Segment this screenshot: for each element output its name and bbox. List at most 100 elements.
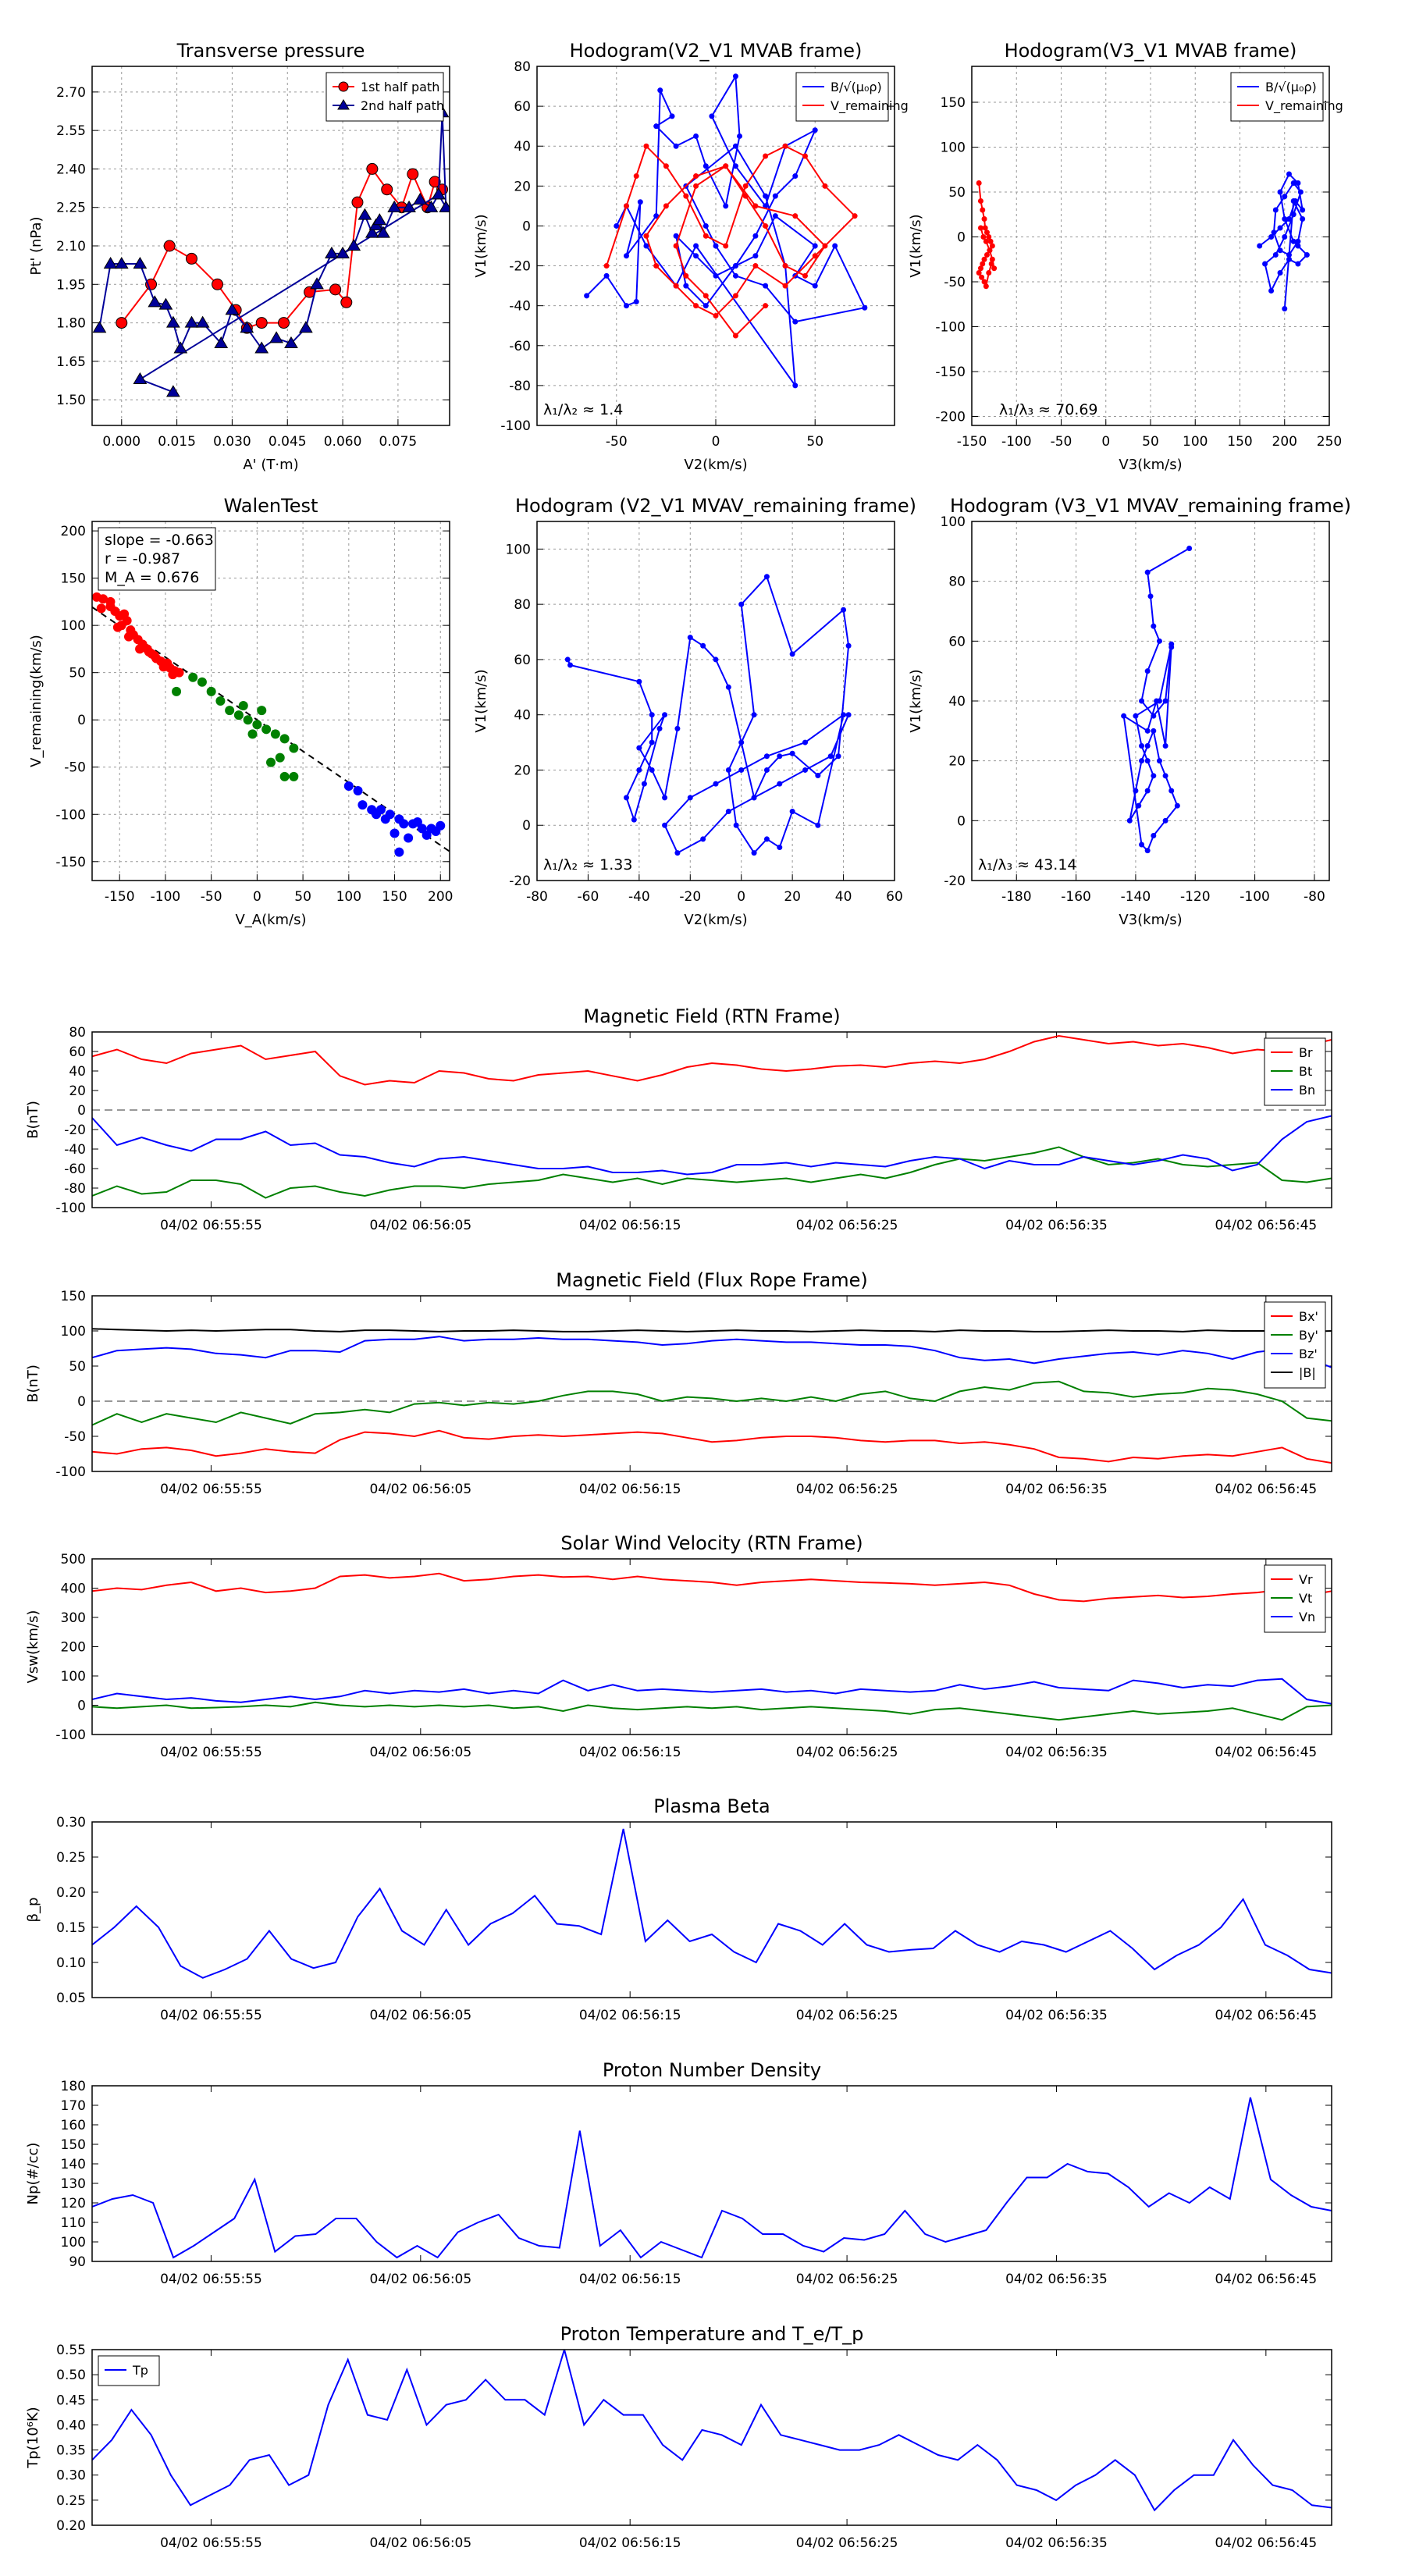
point-marker [683, 283, 689, 289]
panel-plasma_beta: Plasma Beta 0.30 0.25 0.20 0.15 0.10 0.05 04/02… [25, 1795, 1332, 2023]
circle-marker [163, 240, 176, 252]
point-marker [624, 303, 629, 309]
point-marker [723, 163, 729, 169]
y-tick-label: 150 [61, 1289, 86, 1304]
point-marker [653, 123, 660, 130]
axes-frame [91, 1295, 1332, 1472]
point-marker [1272, 252, 1279, 258]
x-tick-label: 04/02 06:56:35 [1005, 1745, 1108, 1760]
triangle-marker [166, 385, 180, 397]
y-tick-label: 40 [514, 708, 531, 724]
point-marker [732, 263, 738, 269]
point-marker [763, 303, 769, 309]
y-tick-label: 0 [957, 813, 966, 829]
scatter-point [422, 830, 432, 840]
y-tick-label: 150 [61, 2137, 86, 2153]
legend-box [1230, 72, 1324, 122]
triangle-marker [254, 341, 269, 354]
point-marker [832, 243, 838, 249]
y-tick-label: -40 [64, 1142, 86, 1158]
y-tick-label: -150 [55, 855, 86, 870]
y-tick-label: 0 [957, 230, 966, 246]
point-marker [845, 642, 852, 649]
scatter-point [252, 720, 262, 730]
chart-title: Solar Wind Velocity (RTN Frame) [560, 1532, 863, 1554]
circle-marker [407, 168, 419, 180]
chart-title: Proton Temperature and T_e/T_p [560, 2323, 864, 2345]
data-layer [564, 574, 852, 856]
point-marker [977, 265, 984, 272]
legend: Br Bt Bn [1264, 1037, 1326, 1106]
point-marker [713, 312, 719, 318]
x-tick-label: 04/02 06:56:35 [1005, 2272, 1108, 2287]
point-marker [663, 163, 669, 169]
point-marker [852, 213, 858, 219]
legend-label: V_remaining [1265, 98, 1343, 114]
triangle-marker [325, 246, 339, 258]
y-tick-label: 80 [514, 59, 531, 75]
point-marker [986, 270, 992, 276]
point-marker [984, 252, 990, 258]
x-tick-label: 0 [1101, 434, 1110, 450]
point-marker [732, 272, 738, 279]
point-marker [649, 767, 655, 773]
y-axis-label: V1(km/s) [908, 214, 924, 277]
x-tick-label: 0.045 [269, 434, 307, 450]
point-marker [812, 243, 818, 249]
y-axis-label: Pt' (nPa) [28, 216, 44, 275]
point-marker [723, 243, 729, 249]
triangle-marker [133, 372, 148, 384]
triangle-marker [431, 187, 446, 200]
scatter-point [96, 603, 106, 614]
scatter-point [289, 771, 299, 781]
series-line-tp [92, 2350, 1332, 2512]
point-marker [1162, 743, 1168, 749]
point-marker [815, 822, 821, 828]
point-marker [702, 303, 709, 309]
scatter-point [98, 594, 108, 604]
scatter-point [343, 781, 354, 791]
x-tick-label: 20 [784, 889, 801, 905]
axes-frame [91, 2085, 1332, 2262]
circle-marker [429, 176, 441, 188]
point-marker [643, 243, 649, 249]
point-marker [812, 253, 818, 259]
chart-title: Magnetic Field (Flux Rope Frame) [556, 1269, 867, 1291]
axes-frame [971, 521, 1330, 881]
point-marker [812, 283, 818, 289]
x-tick-label: 04/02 06:56:15 [579, 1745, 681, 1760]
y-tick-label: 110 [61, 2215, 86, 2231]
legend: B/√(μ₀ρ) V_remaining [795, 72, 909, 122]
point-marker [841, 712, 847, 718]
panel-proton_temperature: Proton Temperature and T_e/T_p 0.55 0.50 0.… [25, 2323, 1332, 2551]
y-tick-label: 100 [941, 141, 966, 156]
point-marker [789, 651, 795, 657]
circle-marker [329, 283, 342, 296]
point-marker [1277, 225, 1283, 231]
point-marker [789, 809, 795, 815]
x-tick-label: 04/02 06:56:25 [796, 1218, 898, 1233]
point-marker [702, 293, 709, 299]
point-marker [862, 304, 868, 311]
chart-title: Hodogram(V3_V1 MVAB frame) [1005, 40, 1297, 62]
circle-marker [116, 317, 128, 329]
point-marker [1133, 788, 1139, 794]
triangle-marker [376, 226, 390, 238]
point-marker [822, 183, 828, 189]
point-marker [662, 822, 668, 828]
y-tick-label: 0 [522, 219, 531, 234]
point-marker [633, 173, 639, 180]
chart-title: Hodogram(V2_V1 MVAB frame) [570, 40, 863, 62]
point-marker [1162, 698, 1168, 704]
point-marker [1162, 817, 1168, 824]
y-tick-label: -200 [935, 410, 966, 425]
scatter-point [168, 670, 178, 680]
legend-label: Bz' [1299, 1347, 1318, 1361]
x-axis-label: V3(km/s) [1119, 457, 1182, 473]
x-tick-label: -160 [1061, 889, 1091, 905]
axes-frame [536, 66, 895, 426]
point-marker [987, 238, 994, 244]
y-tick-label: 100 [941, 514, 966, 530]
point-marker [802, 767, 808, 773]
x-tick-label: 04/02 06:56:25 [796, 2008, 898, 2023]
